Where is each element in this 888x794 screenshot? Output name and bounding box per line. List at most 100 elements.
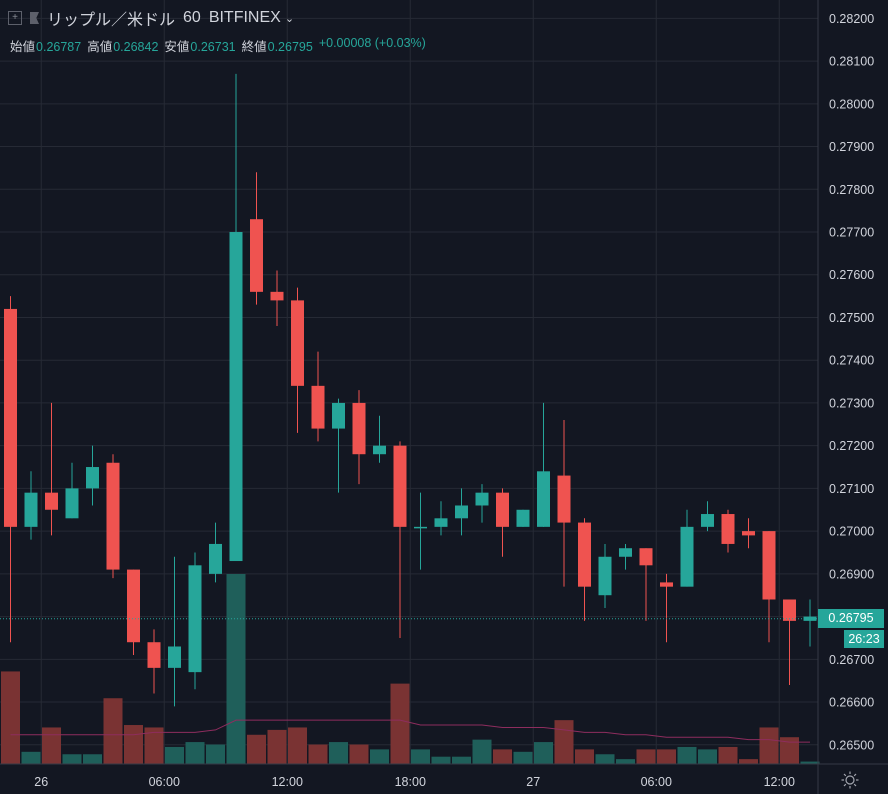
y-tick-label: 0.28000: [829, 97, 874, 111]
candle-body: [701, 514, 714, 527]
y-tick-label: 0.27800: [829, 183, 874, 197]
volume-bar: [780, 737, 799, 764]
y-tick-label: 0.27200: [829, 439, 874, 453]
volume-bar: [677, 746, 697, 764]
candle-body: [721, 514, 735, 544]
volume-bar: [616, 759, 635, 764]
candle-body: [45, 492, 58, 510]
volume-bar: [165, 746, 184, 764]
x-tick-label: 06:00: [641, 775, 672, 789]
candle-body: [291, 300, 304, 386]
candle-body: [455, 505, 468, 519]
volume-bars: [1, 574, 820, 764]
y-tick-label: 0.27500: [829, 311, 874, 325]
volume-bar: [657, 749, 676, 764]
volume-bar: [452, 756, 471, 764]
candle-body: [209, 543, 222, 574]
candle-body: [516, 509, 530, 527]
x-tick-label: 12:00: [272, 775, 303, 789]
x-tick-label: 12:00: [764, 775, 795, 789]
y-tick-label: 0.28200: [829, 12, 874, 26]
volume-bar: [390, 683, 410, 764]
volume-bar: [595, 754, 615, 764]
volume-bar: [42, 727, 61, 764]
close-value: 0.26795: [267, 40, 313, 54]
flag-icon[interactable]: [30, 12, 39, 24]
volume-bar: [513, 751, 533, 764]
chevron-down-icon[interactable]: ⌄: [284, 12, 295, 25]
plus-square-icon[interactable]: +: [8, 11, 22, 25]
candle-body: [373, 445, 386, 455]
y-tick-label: 0.26500: [829, 738, 874, 752]
candle-body: [127, 569, 140, 643]
high-value: 0.26842: [113, 40, 159, 54]
volume-bar: [62, 754, 82, 764]
candle-body: [393, 445, 407, 527]
interval[interactable]: 60: [183, 9, 201, 26]
volume-bar: [185, 742, 205, 764]
volume-bar: [800, 761, 820, 764]
y-tick-label: 0.26900: [829, 567, 874, 581]
y-tick-label: 0.27000: [829, 525, 874, 539]
candle-body: [250, 219, 263, 292]
volume-bar: [226, 574, 246, 764]
y-tick-label: 0.27900: [829, 140, 874, 154]
candle-body: [147, 642, 161, 668]
volume-bar: [370, 749, 389, 764]
volume-bar: [288, 727, 307, 764]
x-tick-label: 26: [34, 775, 48, 789]
candle-body: [639, 548, 653, 566]
candle-body: [783, 599, 796, 621]
candle-body: [762, 531, 776, 600]
volume-bar: [698, 749, 717, 764]
candle-body: [475, 492, 489, 506]
candle-body: [311, 385, 325, 429]
change-value: +0.00008 (+0.03%): [318, 36, 426, 50]
x-tick-label: 06:00: [149, 775, 180, 789]
volume-bar: [267, 729, 287, 764]
symbol-name[interactable]: リップル／米ドル: [47, 12, 176, 29]
candle-body: [434, 518, 448, 527]
y-tick-label: 0.26700: [829, 653, 874, 667]
candle-body: [24, 492, 38, 527]
candle-body: [270, 291, 284, 301]
candle-body: [660, 582, 673, 587]
y-tick-label: 0.27100: [829, 482, 874, 496]
volume-bar: [718, 746, 738, 764]
candle-body: [106, 462, 120, 570]
candle-body: [680, 526, 694, 587]
bar-countdown: 26:23: [844, 629, 884, 648]
x-tick-label: 18:00: [395, 775, 426, 789]
chart-grid: [0, 0, 818, 764]
candle-body: [4, 308, 17, 527]
y-tick-label: 0.28100: [829, 55, 874, 69]
candle-body: [65, 488, 79, 519]
volume-moving-average: [10, 719, 810, 743]
volume-bar: [636, 749, 656, 764]
sun-gear-icon[interactable]: [838, 768, 862, 792]
candle-body: [557, 475, 571, 523]
x-tick-label: 27: [526, 775, 540, 789]
open-label: 始値: [10, 40, 36, 54]
candle-body: [332, 402, 345, 429]
volume-bar: [472, 739, 492, 764]
volume-bar: [534, 742, 553, 764]
volume-bar: [308, 744, 328, 764]
y-tick-label: 0.26600: [829, 696, 874, 710]
candle-body: [537, 471, 550, 527]
open-value: 0.26787: [36, 40, 82, 54]
candle-body: [168, 646, 181, 668]
y-tick-label: 0.27300: [829, 396, 874, 410]
candle-body: [496, 492, 509, 527]
volume-bar: [124, 725, 143, 764]
chart-header: + リップル／米ドル 60 BITFINEX ⌄: [8, 6, 294, 30]
volume-bar: [411, 749, 430, 764]
exchange-name[interactable]: BITFINEX: [208, 9, 281, 26]
volume-bar: [493, 749, 512, 764]
y-tick-label: 0.27400: [829, 354, 874, 368]
candle-body: [414, 526, 427, 529]
candle-body: [578, 522, 591, 587]
last-price-label: 0.26795: [818, 609, 884, 629]
volume-bar: [103, 698, 123, 764]
